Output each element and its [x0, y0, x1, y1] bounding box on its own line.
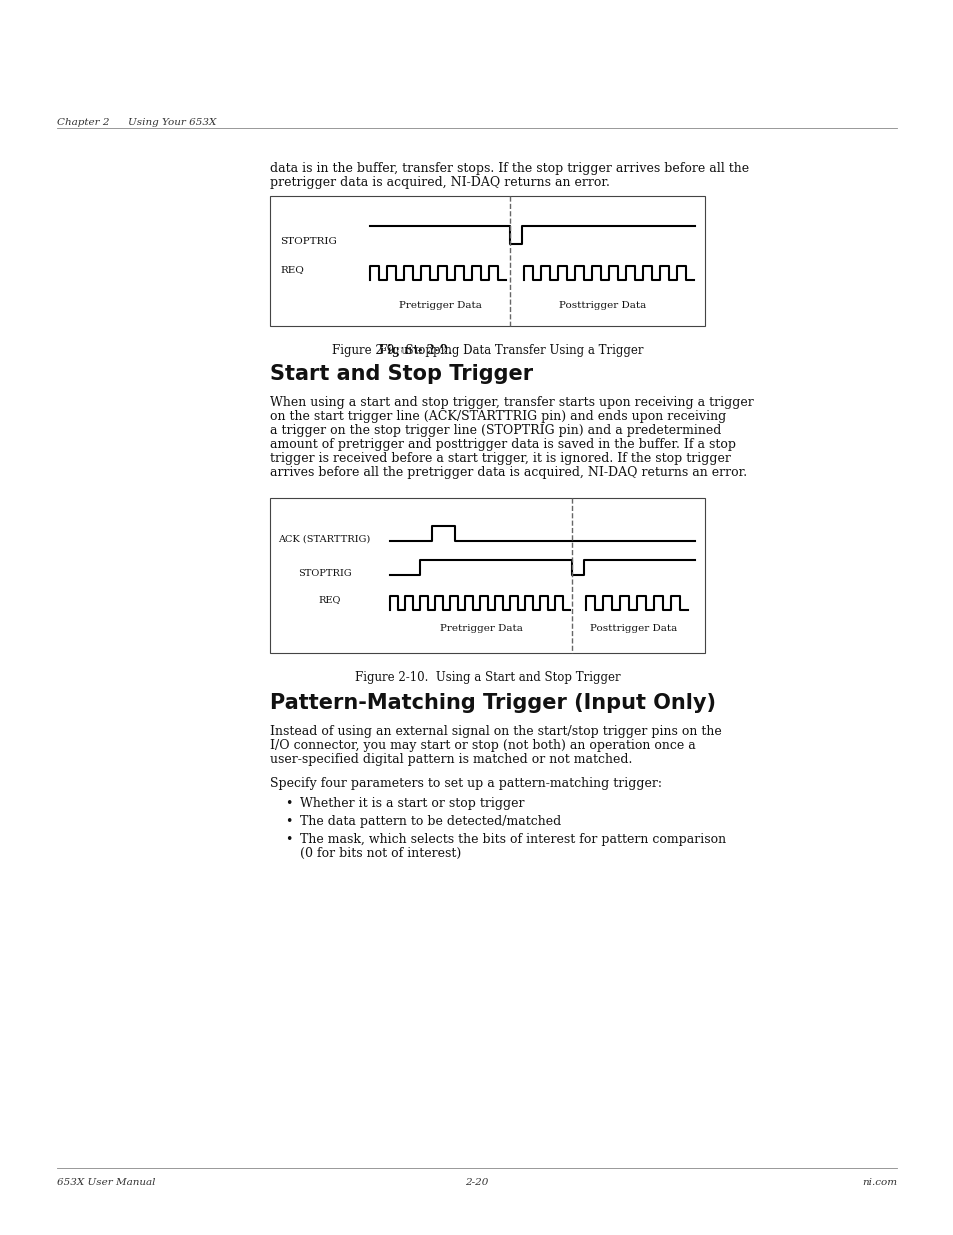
Text: Pattern-Matching Trigger (Input Only): Pattern-Matching Trigger (Input Only): [270, 693, 716, 713]
Bar: [270, 498, 704, 653]
Text: STOPTRIG: STOPTRIG: [297, 568, 352, 578]
Text: REQ: REQ: [280, 266, 304, 274]
Text: I/O connector, you may start or stop (not both) an operation once a: I/O connector, you may start or stop (no…: [270, 739, 695, 752]
Text: Figure 2-9.  Stopping Data Transfer Using a Trigger: Figure 2-9. Stopping Data Transfer Using…: [332, 345, 642, 357]
Text: 2-20: 2-20: [465, 1178, 488, 1187]
Text: When using a start and stop trigger, transfer starts upon receiving a trigger: When using a start and stop trigger, tra…: [270, 396, 753, 409]
Text: •: •: [285, 832, 292, 846]
Text: Instead of using an external signal on the start/stop trigger pins on the: Instead of using an external signal on t…: [270, 725, 721, 739]
Text: REQ: REQ: [317, 595, 340, 604]
Text: The data pattern to be detected/matched: The data pattern to be detected/matched: [299, 815, 560, 827]
Bar: [270, 196, 704, 326]
Text: 653X User Manual: 653X User Manual: [57, 1178, 155, 1187]
Text: STOPTRIG: STOPTRIG: [280, 237, 336, 247]
Text: ACK (STARTTRIG): ACK (STARTTRIG): [277, 535, 370, 543]
Text: user-specified digital pattern is matched or not matched.: user-specified digital pattern is matche…: [270, 753, 632, 766]
Text: Whether it is a start or stop trigger: Whether it is a start or stop trigger: [299, 797, 524, 810]
Text: Specify four parameters to set up a pattern-matching trigger:: Specify four parameters to set up a patt…: [270, 777, 661, 790]
Text: amount of pretrigger and posttrigger data is saved in the buffer. If a stop: amount of pretrigger and posttrigger dat…: [270, 438, 735, 451]
Text: Figure 2-9.: Figure 2-9.: [379, 345, 452, 357]
Text: a trigger on the stop trigger line (STOPTRIG pin) and a predetermined: a trigger on the stop trigger line (STOP…: [270, 424, 720, 437]
Text: Using Your 653X: Using Your 653X: [115, 119, 216, 127]
Text: Posttrigger Data: Posttrigger Data: [558, 301, 645, 310]
Text: ni.com: ni.com: [861, 1178, 896, 1187]
Text: Start and Stop Trigger: Start and Stop Trigger: [270, 364, 533, 384]
Text: Posttrigger Data: Posttrigger Data: [589, 624, 677, 634]
Text: Pretrigger Data: Pretrigger Data: [439, 624, 522, 634]
Text: on the start trigger line (ACK/STARTTRIG pin) and ends upon receiving: on the start trigger line (ACK/STARTTRIG…: [270, 410, 725, 424]
Text: The mask, which selects the bits of interest for pattern comparison: The mask, which selects the bits of inte…: [299, 832, 725, 846]
Text: pretrigger data is acquired, NI-DAQ returns an error.: pretrigger data is acquired, NI-DAQ retu…: [270, 177, 609, 189]
Text: Figure 2-9.  Stopping Data Transfer Using a Trigger: Figure 2-9. Stopping Data Transfer Using…: [141, 345, 452, 357]
Text: arrives before all the pretrigger data is acquired, NI-DAQ returns an error.: arrives before all the pretrigger data i…: [270, 466, 746, 479]
Text: Chapter 2: Chapter 2: [57, 119, 110, 127]
Text: Figure 2-10.  Using a Start and Stop Trigger: Figure 2-10. Using a Start and Stop Trig…: [355, 671, 619, 684]
Text: •: •: [285, 797, 292, 810]
Text: Pretrigger Data: Pretrigger Data: [398, 301, 481, 310]
Text: trigger is received before a start trigger, it is ignored. If the stop trigger: trigger is received before a start trigg…: [270, 452, 730, 466]
Text: data is in the buffer, transfer stops. If the stop trigger arrives before all th: data is in the buffer, transfer stops. I…: [270, 162, 748, 175]
Text: (0 for bits not of interest): (0 for bits not of interest): [299, 847, 460, 860]
Text: •: •: [285, 815, 292, 827]
